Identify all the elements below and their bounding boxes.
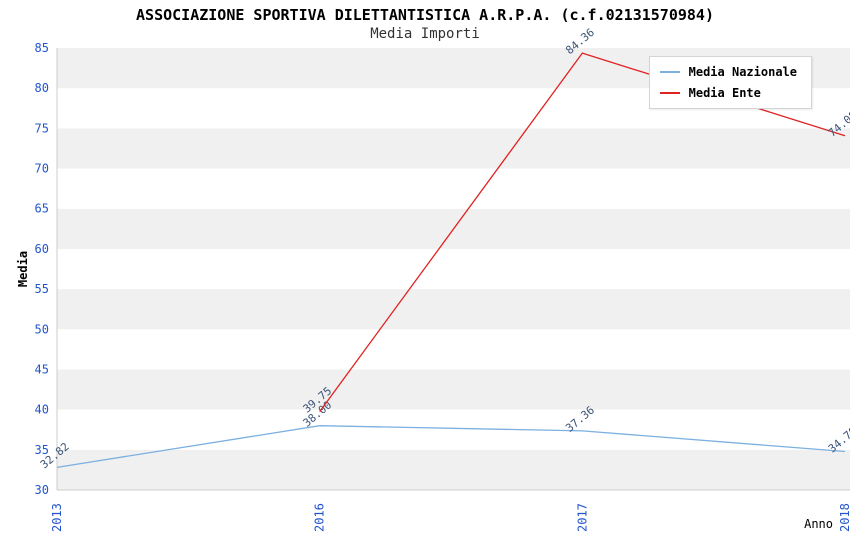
legend-item: Media Nazionale [659, 65, 797, 79]
grid-band [57, 289, 850, 330]
grid-band [57, 449, 850, 490]
y-axis-tick-labels: 30 35 40 45 50 55 60 65 70 75 80 85 [35, 41, 49, 497]
x-tick-label: 2017 [575, 503, 589, 532]
y-tick-label: 70 [35, 162, 49, 176]
grid-band [57, 248, 850, 290]
legend-label: Media Ente [688, 86, 761, 100]
x-tick-label: 2013 [50, 503, 64, 532]
y-tick-label: 45 [35, 362, 49, 376]
y-tick-label: 65 [35, 202, 49, 216]
plot-bands [57, 48, 850, 490]
legend-line-sample [659, 71, 680, 73]
y-tick-label: 40 [35, 403, 49, 417]
chart-title: ASSOCIAZIONE SPORTIVA DILETTANTISTICA A.… [136, 6, 714, 24]
grid-band [57, 168, 850, 209]
legend-label: Media Nazionale [688, 65, 797, 79]
x-tick-label: 2016 [313, 503, 327, 532]
grid-band [57, 128, 850, 169]
chart-subtitle: Media Importi [370, 26, 480, 42]
legend-line-sample [659, 92, 680, 94]
x-axis-title: Anno [804, 517, 833, 531]
grid-band [57, 329, 850, 370]
y-tick-label: 55 [35, 282, 49, 296]
x-tick-label: 2018 [838, 503, 850, 532]
grid-band [57, 369, 850, 410]
y-axis-title: Media [16, 251, 30, 287]
chart-legend: Media Nazionale Media Ente [648, 56, 812, 109]
axis-lines [56, 48, 850, 491]
y-tick-label: 30 [35, 483, 49, 497]
y-tick-label: 85 [35, 41, 49, 55]
grid-band [57, 409, 850, 450]
y-tick-label: 50 [35, 322, 49, 336]
legend-item: Media Ente [659, 86, 797, 100]
y-tick-label: 75 [35, 121, 49, 135]
y-tick-label: 80 [35, 81, 49, 95]
y-tick-label: 60 [35, 242, 49, 256]
y-tick-label: 35 [35, 443, 49, 457]
x-axis-tick-labels: 2013 2016 2017 2018 [50, 503, 850, 532]
series-line-media-nazionale [56, 425, 846, 468]
